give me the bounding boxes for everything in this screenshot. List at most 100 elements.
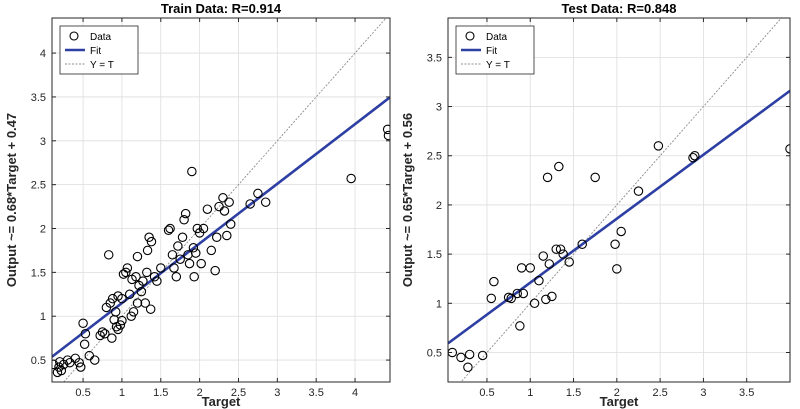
legend-label-identity: Y = T xyxy=(90,60,114,71)
data-point xyxy=(512,288,523,299)
y-tick-label: 0.5 xyxy=(427,347,442,359)
data-point xyxy=(190,248,201,258)
x-tick-label: 1 xyxy=(119,387,125,399)
data-point xyxy=(202,204,213,214)
data-point xyxy=(113,324,123,335)
legend: Data Fit Y = T xyxy=(59,25,139,75)
data-point xyxy=(103,250,114,260)
legend-label-data: Data xyxy=(90,32,112,43)
data-point xyxy=(79,339,90,350)
data-point xyxy=(515,321,525,331)
data-point xyxy=(163,225,174,236)
y-tick-label: 2.5 xyxy=(31,180,46,192)
chart-panel-2: 0.5 1 1.5 2 2.5 3 3.5 0.5 1 1.5 2 2.5 3 3.5 Test Data:… xyxy=(400,1,791,409)
data-point xyxy=(558,249,568,259)
data-point xyxy=(198,223,209,234)
data-point xyxy=(175,254,185,264)
axes-box xyxy=(51,17,391,383)
x-tick-label: 3.5 xyxy=(309,387,324,399)
data-point xyxy=(115,320,126,330)
x-tick-label: 1 xyxy=(527,387,533,399)
data-point xyxy=(219,206,230,216)
x-tick-label: 1.5 xyxy=(153,387,168,399)
data-point xyxy=(653,141,664,151)
x-tick-label: 4 xyxy=(352,387,358,399)
data-point xyxy=(577,239,587,250)
data-point xyxy=(544,259,555,269)
x-axis-title: Target xyxy=(600,394,639,409)
data-point xyxy=(132,298,143,308)
legend-label-data: Data xyxy=(486,32,508,43)
chart-title: Test Data: R=0.848 xyxy=(561,1,676,16)
data-point xyxy=(156,263,166,273)
data-point xyxy=(224,197,234,207)
data-point xyxy=(140,298,150,308)
plot-content xyxy=(448,18,790,382)
data-point xyxy=(75,362,86,372)
y-tick-label: 1 xyxy=(40,311,46,323)
data-point xyxy=(152,276,162,286)
x-axis-title: Target xyxy=(202,394,241,409)
data-point xyxy=(107,293,118,304)
data-point xyxy=(145,304,156,314)
data-point xyxy=(206,245,217,256)
data-point xyxy=(610,239,620,250)
data-point xyxy=(529,298,540,309)
data-point xyxy=(74,357,84,368)
data-point xyxy=(142,267,152,278)
data-point xyxy=(551,244,561,254)
plot-area xyxy=(52,18,390,382)
data-point xyxy=(144,232,154,243)
data-point xyxy=(100,329,110,339)
legend-label-fit: Fit xyxy=(486,46,497,57)
data-point xyxy=(124,289,135,300)
data-point xyxy=(463,362,473,372)
data-point xyxy=(138,276,148,286)
data-point xyxy=(486,293,497,304)
chart-title: Train Data: R=0.914 xyxy=(161,1,282,16)
x-tick-label: 3 xyxy=(700,387,706,399)
data-point xyxy=(196,258,206,269)
data-point xyxy=(616,226,626,237)
data-point xyxy=(131,271,141,282)
legend: Data Fit Y = T xyxy=(455,25,535,75)
data-point xyxy=(80,329,91,339)
data-point xyxy=(136,286,147,297)
data-point xyxy=(117,315,127,326)
data-point xyxy=(554,161,564,172)
data-point xyxy=(541,294,551,305)
data-point xyxy=(180,208,191,219)
data-point xyxy=(534,275,544,286)
data-point xyxy=(211,232,222,243)
chart-panel-1: 0.5 1 1.5 2 2.5 3 3.5 4 0.5 1 1.5 2 2.5 3 3.5 4 Train Da… xyxy=(4,1,391,409)
data-point xyxy=(633,186,644,196)
data-point xyxy=(192,223,203,234)
data-point xyxy=(506,293,516,304)
data-point xyxy=(128,307,139,317)
data-point xyxy=(105,298,116,308)
data-point xyxy=(555,244,566,254)
data-point xyxy=(56,365,67,376)
legend-data-marker xyxy=(465,31,475,41)
x-tick-label: 2.5 xyxy=(231,387,246,399)
y-tick-label: 3.5 xyxy=(31,92,46,104)
plot-content xyxy=(52,18,390,382)
data-point xyxy=(110,307,121,317)
legend-data-marker xyxy=(69,31,79,41)
data-point xyxy=(210,265,220,276)
y-tick-label: 2 xyxy=(40,224,46,236)
data-point xyxy=(122,263,133,273)
data-point xyxy=(189,271,199,282)
data-point xyxy=(245,199,255,209)
data-point xyxy=(89,355,100,365)
y-tick-label: 3 xyxy=(436,102,442,114)
y-tick-label: 2 xyxy=(436,200,442,212)
data-point xyxy=(590,172,600,183)
x-tick-label: 2 xyxy=(197,387,203,399)
y-axis-title: Output ~= 0.65*Target + 0.56 xyxy=(400,113,415,287)
y-tick-label: 3.5 xyxy=(427,52,442,64)
data-point xyxy=(184,258,195,269)
data-point xyxy=(477,350,488,361)
